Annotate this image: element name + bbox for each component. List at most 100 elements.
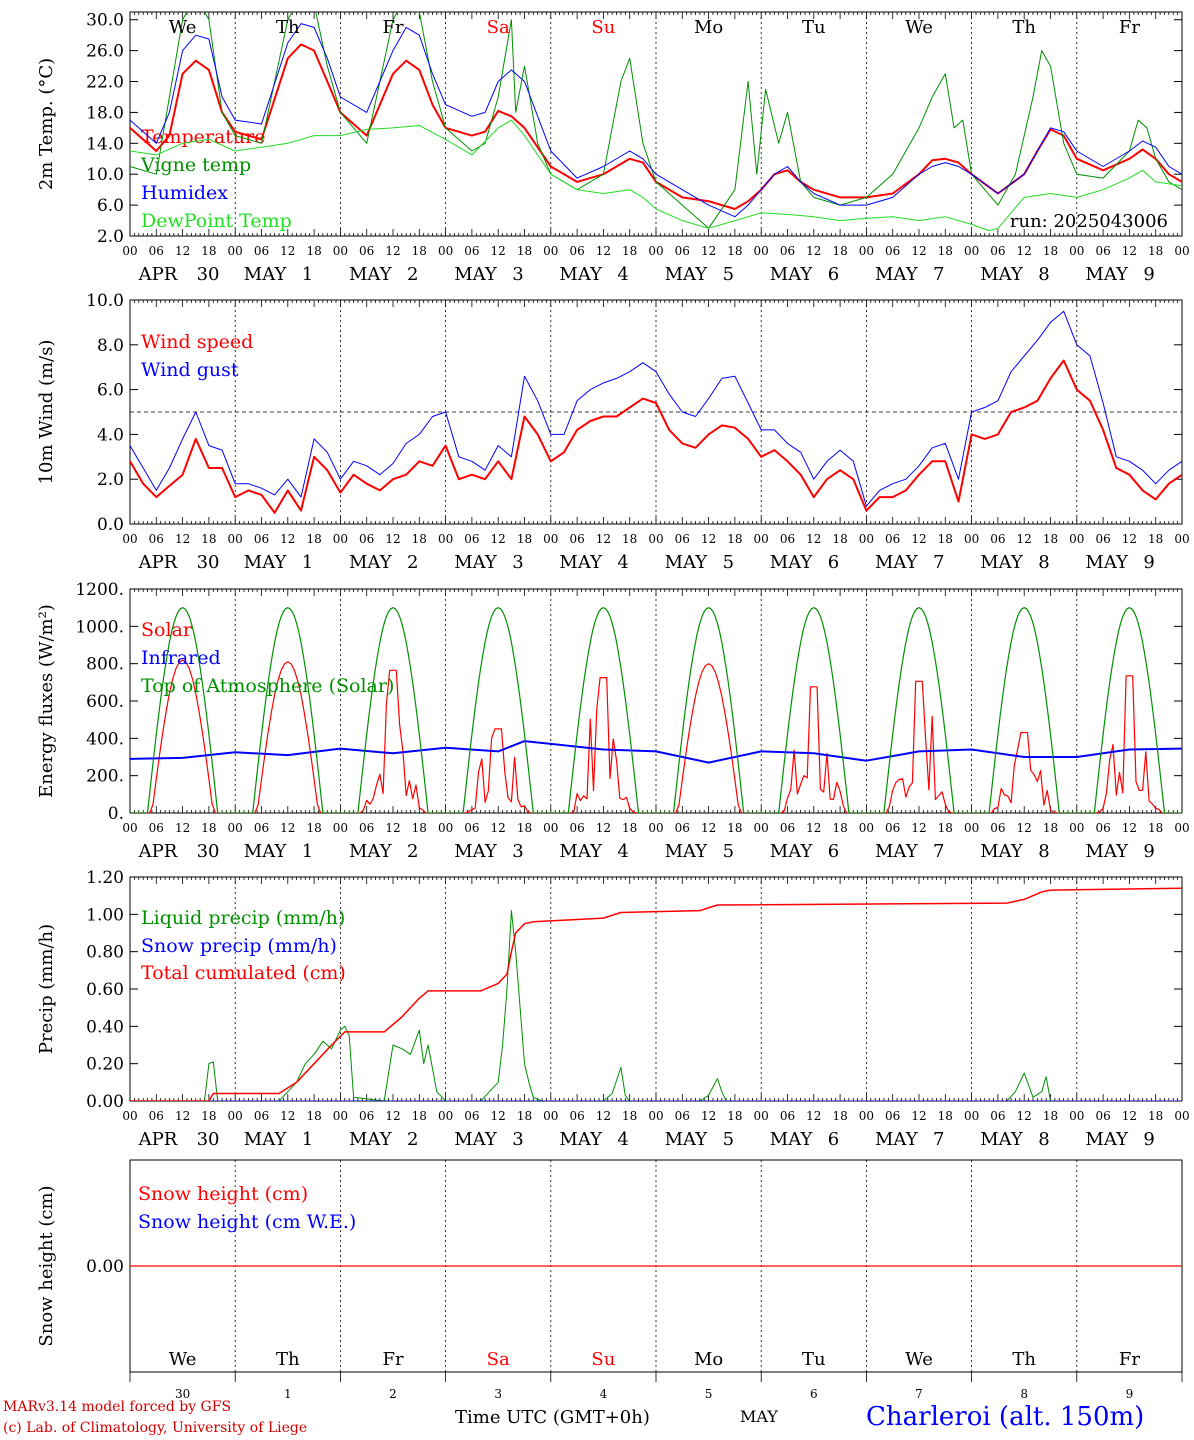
y-tick-label: 22.0 [86, 73, 124, 93]
y-tick-label: 2.0 [97, 470, 124, 490]
day-name-top: Fr [382, 17, 403, 38]
y-tick-label: 0.0 [97, 515, 124, 535]
hour-tick-label: 12 [596, 1109, 611, 1123]
hour-tick-label: 00 [648, 244, 663, 258]
y-tick-label: 1000. [75, 617, 124, 637]
date-month-label: MAY [665, 841, 709, 862]
date-month-label: MAY [454, 264, 498, 285]
hour-tick-label: 06 [780, 244, 795, 258]
series-line-infrared [130, 740, 1182, 764]
hour-tick-label: 00 [754, 532, 769, 546]
hour-tick-label: 12 [280, 532, 295, 546]
hour-tick-label: 18 [938, 821, 953, 835]
hour-tick-label: 06 [569, 532, 584, 546]
hour-tick-label: 18 [1043, 532, 1058, 546]
hour-tick-label: 06 [990, 1109, 1005, 1123]
date-month-label: MAY [665, 1129, 709, 1150]
day-name-bottom: Th [276, 1349, 300, 1370]
hour-tick-label: 12 [596, 244, 611, 258]
hour-tick-label: 18 [517, 244, 532, 258]
date-month-label: MAY [875, 264, 919, 285]
hour-tick-label: 00 [964, 1109, 979, 1123]
hour-tick-label: 00 [859, 532, 874, 546]
hour-tick-label: 18 [201, 821, 216, 835]
date-day-label: 2 [407, 841, 418, 862]
hour-tick-label: 00 [754, 821, 769, 835]
hour-tick-label: 00 [1174, 244, 1189, 258]
date-month-label: MAY [770, 264, 814, 285]
date-month-label: MAY [559, 1129, 603, 1150]
series-line-humidex [130, 23, 1182, 218]
hour-tick-label: 00 [122, 821, 137, 835]
hour-tick-label: 12 [280, 244, 295, 258]
day-number: 7 [915, 1387, 923, 1401]
y-tick-label: 0.00 [86, 1257, 124, 1277]
hour-tick-label: 00 [859, 244, 874, 258]
hour-tick-label: 06 [675, 244, 690, 258]
hour-tick-label: 18 [306, 821, 321, 835]
day-number: 2 [389, 1387, 397, 1401]
date-month-label: MAY [665, 552, 709, 573]
legend-liquid-precip-mm-h-: Liquid precip (mm/h) [141, 907, 345, 929]
hour-tick-label: 18 [1043, 244, 1058, 258]
hour-tick-label: 00 [859, 821, 874, 835]
hour-tick-label: 06 [149, 821, 164, 835]
hour-tick-label: 00 [122, 244, 137, 258]
date-day-label: 30 [197, 841, 220, 862]
hour-tick-label: 18 [201, 532, 216, 546]
hour-tick-label: 06 [675, 532, 690, 546]
hour-tick-label: 00 [1069, 821, 1084, 835]
y-tick-label: 600. [86, 692, 124, 712]
day-name-bottom: We [905, 1349, 933, 1370]
date-month-label: MAY [980, 552, 1024, 573]
legend-infrared: Infrared [141, 647, 221, 669]
hour-tick-label: 06 [359, 244, 374, 258]
hour-tick-label: 06 [464, 821, 479, 835]
legend-vigne-temp: Vigne temp [140, 154, 251, 176]
hour-tick-label: 06 [780, 821, 795, 835]
date-month-label: MAY [244, 841, 288, 862]
hour-tick-label: 12 [491, 821, 506, 835]
hour-tick-label: 00 [1069, 244, 1084, 258]
date-day-label: 3 [512, 841, 523, 862]
hour-tick-label: 00 [543, 821, 558, 835]
hour-tick-label: 06 [885, 1109, 900, 1123]
date-month-label: MAY [980, 841, 1024, 862]
hour-tick-label: 06 [359, 821, 374, 835]
hour-tick-label: 18 [1148, 532, 1163, 546]
hour-tick-label: 00 [648, 532, 663, 546]
y-axis-label-snow: Snow height (cm) [36, 1185, 57, 1346]
hour-tick-label: 18 [938, 244, 953, 258]
hour-tick-label: 12 [911, 821, 926, 835]
day-name-bottom: Fr [382, 1349, 403, 1370]
hour-tick-label: 12 [385, 244, 400, 258]
hour-tick-label: 06 [569, 244, 584, 258]
day-number: 6 [810, 1387, 818, 1401]
date-day-label: 5 [723, 841, 734, 862]
y-tick-label: 6.0 [97, 381, 124, 401]
hour-tick-label: 18 [832, 1109, 847, 1123]
y-tick-label: 1.00 [86, 905, 124, 925]
hour-tick-label: 06 [675, 821, 690, 835]
date-month-label: MAY [349, 841, 393, 862]
hour-tick-label: 18 [1148, 1109, 1163, 1123]
hour-tick-label: 12 [280, 821, 295, 835]
day-name-top: Fr [1119, 17, 1140, 38]
day-name-top: Su [591, 17, 615, 38]
hour-tick-label: 00 [543, 244, 558, 258]
y-tick-label: 26.0 [86, 42, 124, 62]
hour-tick-label: 06 [885, 821, 900, 835]
date-day-label: 8 [1038, 1129, 1049, 1150]
date-month-label: APR [138, 552, 178, 573]
hour-tick-label: 12 [1017, 821, 1032, 835]
date-day-label: 5 [723, 552, 734, 573]
hour-tick-label: 12 [1017, 1109, 1032, 1123]
day-name-top: Tu [802, 17, 826, 38]
hour-tick-label: 00 [1174, 821, 1189, 835]
hour-tick-label: 18 [517, 532, 532, 546]
date-month-label: MAY [454, 1129, 498, 1150]
hour-tick-label: 12 [1017, 532, 1032, 546]
hour-tick-label: 06 [675, 1109, 690, 1123]
series-line-vigne-temp [130, 12, 1182, 229]
day-number: 5 [705, 1387, 713, 1401]
